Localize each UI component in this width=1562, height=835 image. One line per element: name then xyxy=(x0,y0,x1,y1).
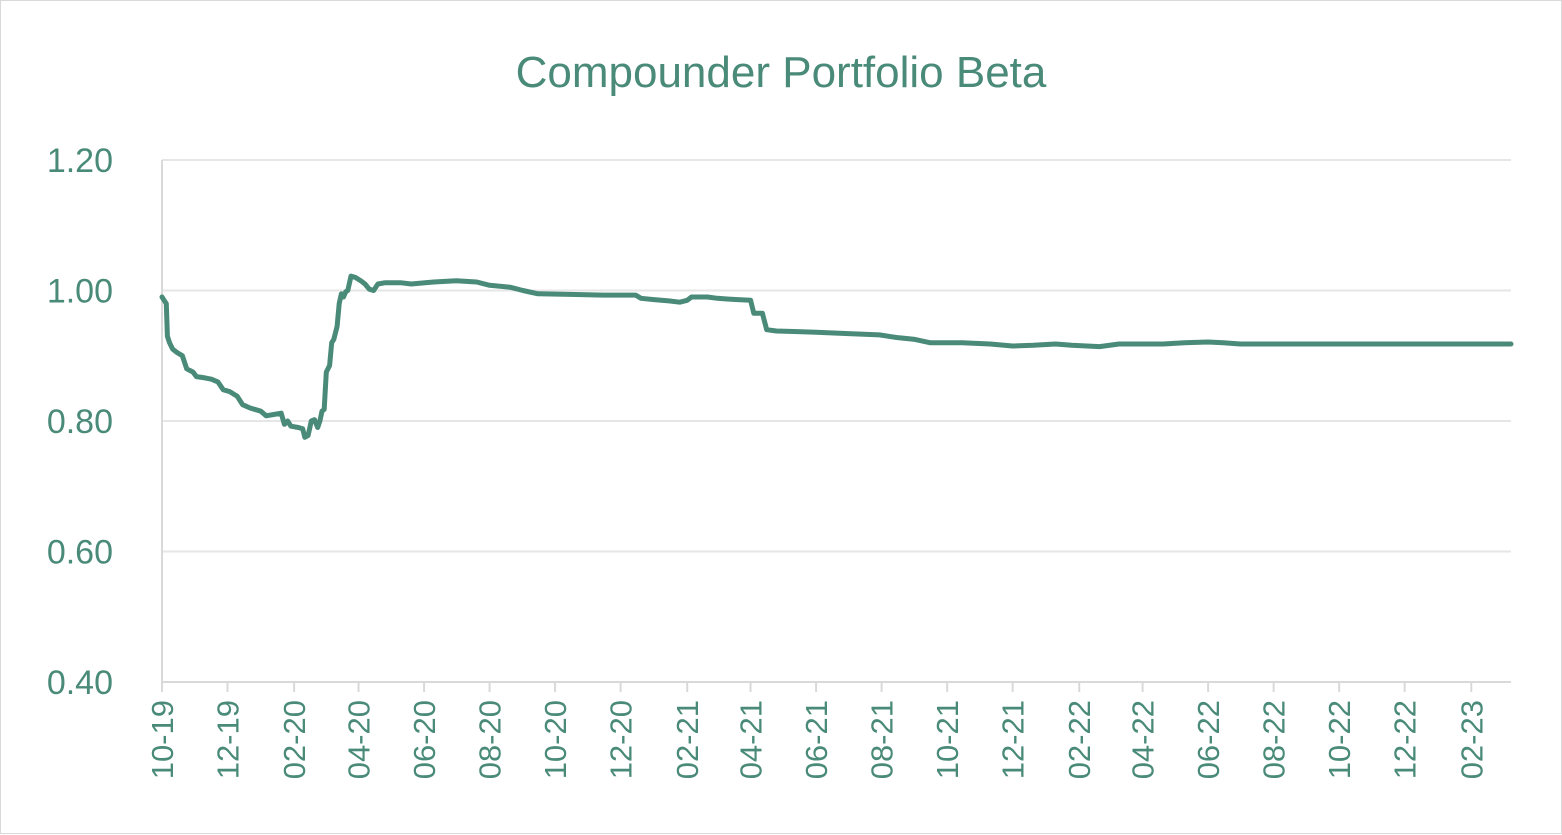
x-tick-label: 12-22 xyxy=(1388,700,1423,779)
y-tick-label: 1.20 xyxy=(47,142,113,180)
x-tick-label: 06-21 xyxy=(799,700,834,779)
y-tick-label: 0.40 xyxy=(47,664,113,702)
y-tick-label: 1.00 xyxy=(47,273,113,311)
y-tick-label: 0.80 xyxy=(47,403,113,441)
x-tick-label: 12-19 xyxy=(211,700,246,779)
x-tick-label: 02-23 xyxy=(1454,700,1489,779)
y-axis-ticks: 0.40 0.60 0.80 1.00 1.20 xyxy=(47,142,113,702)
x-tick-label: 02-21 xyxy=(670,700,705,779)
beta-series-line xyxy=(159,273,1514,440)
x-tick-label: 10-19 xyxy=(145,700,180,779)
gridlines xyxy=(161,159,1511,682)
x-tick-label: 04-20 xyxy=(342,700,377,779)
series-layer xyxy=(159,273,1514,440)
x-tick-label: 10-22 xyxy=(1322,700,1357,779)
x-tick-label: 04-22 xyxy=(1126,700,1161,779)
chart-title: Compounder Portfolio Beta xyxy=(516,48,1047,97)
x-tick-label: 10-20 xyxy=(538,700,573,779)
x-axis-ticks: 10-19 12-19 02-20 04-20 06-20 08-20 10-20 12-20… xyxy=(145,682,1489,779)
x-tick-label: 08-22 xyxy=(1257,700,1292,779)
x-tick-label: 12-20 xyxy=(604,700,639,779)
y-tick-label: 0.60 xyxy=(47,534,113,572)
x-tick-label: 02-20 xyxy=(277,700,312,779)
x-tick-label: 10-21 xyxy=(930,700,965,779)
x-tick-label: 06-20 xyxy=(407,700,442,779)
x-tick-label: 06-22 xyxy=(1191,700,1226,779)
x-tick-label: 12-21 xyxy=(996,700,1031,779)
x-tick-label: 04-21 xyxy=(734,700,769,779)
x-tick-label: 08-21 xyxy=(865,700,900,779)
x-tick-label: 08-20 xyxy=(473,700,508,779)
x-tick-label: 02-22 xyxy=(1062,700,1097,779)
